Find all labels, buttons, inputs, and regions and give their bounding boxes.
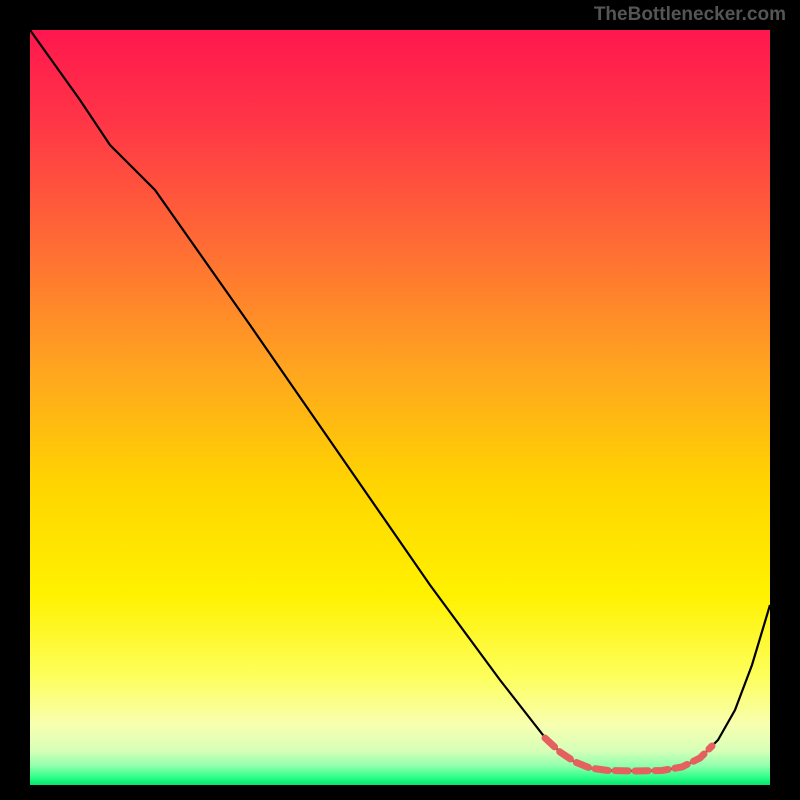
chart-container: TheBottlenecker.com	[0, 0, 800, 800]
gradient-rect	[30, 30, 770, 785]
watermark-text: TheBottlenecker.com	[594, 4, 786, 26]
plot-area	[0, 0, 800, 800]
chart-svg	[0, 0, 800, 800]
